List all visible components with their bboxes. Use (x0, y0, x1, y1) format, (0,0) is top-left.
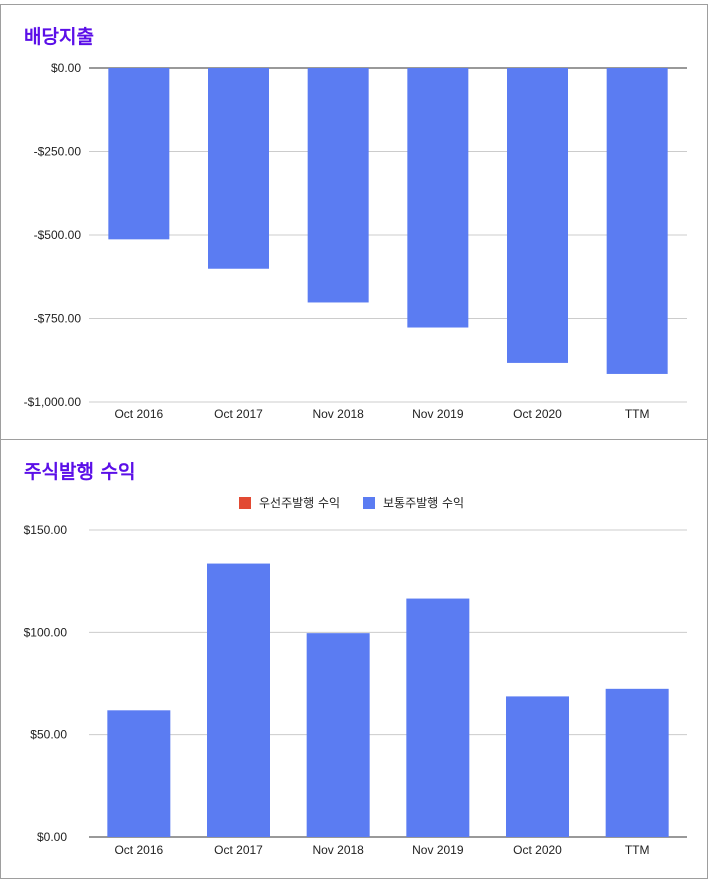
x-tick-label: Oct 2016 (114, 407, 163, 421)
bar (507, 68, 568, 363)
bar (407, 68, 469, 328)
bar (107, 710, 171, 837)
x-tick-label: Nov 2018 (312, 843, 364, 857)
y-tick-label: -$750.00 (34, 312, 82, 326)
bar (207, 563, 270, 837)
legend-label: 보통주발행 수익 (383, 495, 464, 510)
x-tick-label: Nov 2018 (312, 407, 364, 421)
x-tick-label: Oct 2020 (513, 407, 562, 421)
x-tick-label: Oct 2016 (114, 843, 163, 857)
x-tick-label: TTM (625, 843, 650, 857)
bar (406, 598, 470, 837)
y-tick-label: $50.00 (30, 728, 67, 742)
stock-issuance-chart-panel: 주식발행 수익 $0.00 $50.00 $100.00 $150.00 Oct 201… (0, 439, 708, 879)
y-tick-label: $100.00 (24, 625, 68, 639)
bar (606, 68, 668, 374)
x-tick-label: Oct 2020 (513, 843, 562, 857)
y-tick-label: -$1,000.00 (24, 395, 82, 409)
stock-issuance-chart-title: 주식발행 수익 (24, 461, 136, 483)
dividend-chart-title: 배당지출 (24, 26, 94, 48)
x-tick-label: Nov 2019 (412, 407, 464, 421)
y-tick-label: $0.00 (51, 61, 81, 75)
legend-label: 우선주발행 수익 (259, 495, 340, 510)
y-tick-label: -$250.00 (34, 145, 82, 159)
bar (605, 688, 669, 837)
stock-issuance-bar-chart: $0.00 $50.00 $100.00 $150.00 Oct 2016 Oct 201… (24, 495, 687, 857)
bar (108, 68, 170, 240)
legend-swatch (363, 497, 375, 509)
y-tick-label: -$500.00 (34, 228, 82, 242)
bar (306, 633, 370, 837)
bar (208, 68, 269, 269)
x-tick-label: Nov 2019 (412, 843, 464, 857)
y-tick-label: $0.00 (37, 830, 67, 844)
x-tick-label: TTM (625, 407, 650, 421)
y-tick-label: $150.00 (24, 523, 68, 537)
x-tick-label: Oct 2017 (214, 407, 263, 421)
bar (506, 696, 569, 837)
dividend-chart-panel: 배당지출 $0.00 -$250.00 -$500.00 -$750.00 -$1,00… (0, 4, 708, 440)
legend-swatch (239, 497, 251, 509)
x-tick-label: Oct 2017 (214, 843, 263, 857)
bar (307, 68, 369, 303)
dividend-bar-chart: $0.00 -$250.00 -$500.00 -$750.00 -$1,000.00 O… (24, 61, 687, 421)
